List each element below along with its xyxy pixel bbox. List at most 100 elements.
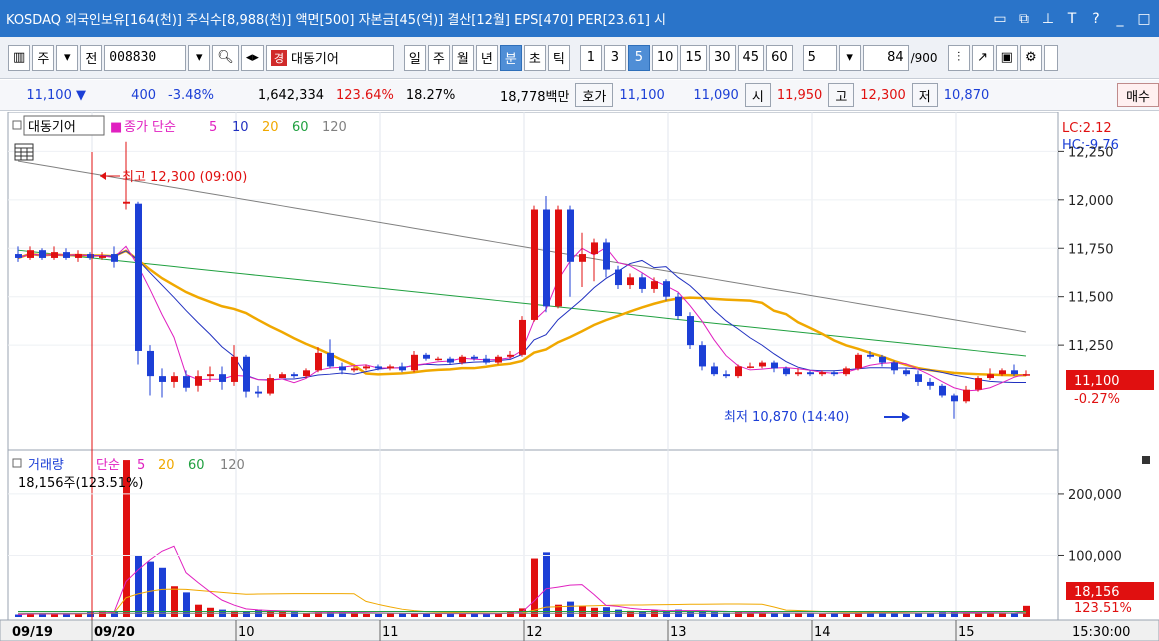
candle-body bbox=[615, 269, 622, 286]
period-tick[interactable]: 틱 bbox=[547, 44, 570, 71]
interval-10[interactable]: 10 bbox=[651, 44, 679, 71]
volume-bar bbox=[279, 611, 286, 617]
low-annotation: 최저 10,870 (14:40) bbox=[724, 410, 849, 425]
volume-bar bbox=[891, 613, 898, 617]
trade-amount: 18,778백만 bbox=[500, 89, 570, 105]
layout-icon[interactable]: ▥ bbox=[8, 44, 31, 71]
volume-bar bbox=[663, 610, 670, 617]
volume-bar bbox=[147, 561, 154, 617]
interval-1[interactable]: 1 bbox=[579, 44, 602, 71]
checkbox[interactable] bbox=[1043, 44, 1058, 71]
maximize-icon[interactable]: □ bbox=[1137, 10, 1151, 27]
legend-ma-prefix: 종가 단순 bbox=[124, 120, 176, 135]
candle-body bbox=[819, 372, 826, 375]
period-year[interactable]: 년 bbox=[475, 44, 498, 71]
current-volume-label: 18,156 bbox=[1074, 585, 1120, 600]
volume-bar bbox=[51, 613, 58, 617]
volume-panel-close-icon[interactable] bbox=[1142, 456, 1150, 464]
volume-bar bbox=[735, 612, 742, 617]
volume-bar bbox=[87, 612, 94, 617]
volume-bar bbox=[15, 614, 22, 617]
interval-15[interactable]: 15 bbox=[680, 44, 707, 71]
candle-body bbox=[459, 356, 466, 363]
y-tick-label: 12,000 bbox=[1068, 194, 1114, 209]
volume-legend-prefix: 단순 bbox=[96, 458, 120, 473]
candle-body bbox=[999, 370, 1006, 375]
period-week[interactable]: 주 bbox=[427, 44, 450, 71]
x-axis-label: 09/19 bbox=[12, 625, 53, 640]
interval-5[interactable]: 5 bbox=[627, 44, 650, 71]
interval-45[interactable]: 45 bbox=[737, 44, 765, 71]
search-icon[interactable]: 🔍︎ bbox=[212, 44, 239, 71]
candle-body bbox=[351, 368, 358, 371]
low-price: 10,870 bbox=[943, 87, 990, 103]
candle-body bbox=[807, 372, 814, 375]
x-axis-label: 13 bbox=[670, 625, 687, 640]
volume-bar bbox=[495, 613, 502, 617]
interval-60[interactable]: 60 bbox=[766, 44, 793, 71]
restore-icon[interactable]: ⧉ bbox=[1019, 10, 1029, 27]
text-icon[interactable]: T bbox=[1067, 10, 1077, 27]
period-second[interactable]: 초 bbox=[523, 44, 546, 71]
candle-body bbox=[207, 374, 214, 377]
interval-30[interactable]: 30 bbox=[708, 44, 736, 71]
candle-body bbox=[219, 374, 226, 382]
candle-type-icon[interactable]: ⫶ bbox=[947, 44, 970, 71]
quote-row: 11,100 ▼ 400 -3.48% 1,642,334 123.64% 18… bbox=[0, 80, 1159, 111]
window-icon[interactable]: ▭ bbox=[993, 10, 1007, 27]
stock-chart[interactable]: 대동기어 ■ 종가 단순 5 10 20 60 120 LC:2.12 HC:-… bbox=[0, 112, 1159, 641]
interval-dropdown-icon[interactable]: ▾ bbox=[838, 44, 861, 71]
period-month[interactable]: 월 bbox=[451, 44, 474, 71]
period-day[interactable]: 일 bbox=[403, 44, 426, 71]
code-dropdown-icon[interactable]: ▾ bbox=[188, 44, 211, 71]
table-icon[interactable] bbox=[14, 143, 34, 161]
high-price: 12,300 bbox=[860, 87, 906, 103]
candle-body bbox=[951, 395, 958, 402]
minimize-icon[interactable]: _ bbox=[1116, 10, 1124, 27]
buy-button[interactable]: 매수 bbox=[1117, 83, 1159, 107]
speaker-icon[interactable]: ◂▸ bbox=[240, 44, 264, 71]
candle-body bbox=[39, 250, 46, 258]
pin-icon[interactable]: ⊥ bbox=[1041, 10, 1055, 27]
period-minute[interactable]: 분 bbox=[499, 44, 522, 71]
candle-body bbox=[339, 366, 346, 371]
candle-body bbox=[651, 281, 658, 289]
candle-body bbox=[855, 354, 862, 369]
all-button[interactable]: 전 bbox=[80, 44, 103, 71]
gear-icon[interactable]: ⚙ bbox=[1019, 44, 1042, 71]
volume-bar bbox=[327, 611, 334, 617]
chevron-down-icon[interactable]: ▾ bbox=[56, 44, 79, 71]
candle-body bbox=[939, 385, 946, 396]
candle-body bbox=[147, 350, 154, 377]
count-input[interactable]: 84 bbox=[862, 44, 909, 71]
candle-body bbox=[87, 254, 94, 258]
stock-name-field[interactable]: 경 대동기어 bbox=[265, 44, 394, 71]
save-icon[interactable]: ▣ bbox=[995, 44, 1018, 71]
volume-bar bbox=[231, 610, 238, 617]
chart-area[interactable]: 대동기어 ■ 종가 단순 5 10 20 60 120 LC:2.12 HC:-… bbox=[0, 112, 1159, 641]
help-icon[interactable]: ? bbox=[1092, 10, 1100, 27]
volume-bar bbox=[159, 567, 166, 617]
volume-bar bbox=[171, 586, 178, 617]
candle-body bbox=[375, 366, 382, 369]
panel-toggle-icon[interactable] bbox=[12, 120, 22, 130]
interval-3[interactable]: 3 bbox=[603, 44, 626, 71]
candle-body bbox=[591, 242, 598, 255]
market-select[interactable]: 주 bbox=[32, 44, 55, 71]
toolbar: ▥ 주 ▾ 전 008830 ▾ 🔍︎ ◂▸ 경 대동기어 일 주 월 년 분 … bbox=[0, 37, 1159, 79]
stock-name: 대동기어 bbox=[291, 52, 339, 67]
candle-body bbox=[687, 316, 694, 346]
candle-body bbox=[15, 254, 22, 258]
volume-bar bbox=[195, 604, 202, 617]
current-volume-tag bbox=[1066, 582, 1154, 600]
ma60-line bbox=[17, 249, 1027, 357]
volume-bar bbox=[75, 613, 82, 617]
svg-text:■: ■ bbox=[110, 120, 122, 135]
line-type-icon[interactable]: ↗ bbox=[971, 44, 994, 71]
y-tick-label: 11,750 bbox=[1068, 242, 1114, 257]
stock-code-input[interactable]: 008830 bbox=[104, 44, 187, 71]
candle-body bbox=[411, 354, 418, 371]
interval-select[interactable]: 5 bbox=[802, 44, 837, 71]
current-price: 11,100 ▼ bbox=[26, 87, 86, 103]
volume-bar bbox=[267, 610, 274, 617]
